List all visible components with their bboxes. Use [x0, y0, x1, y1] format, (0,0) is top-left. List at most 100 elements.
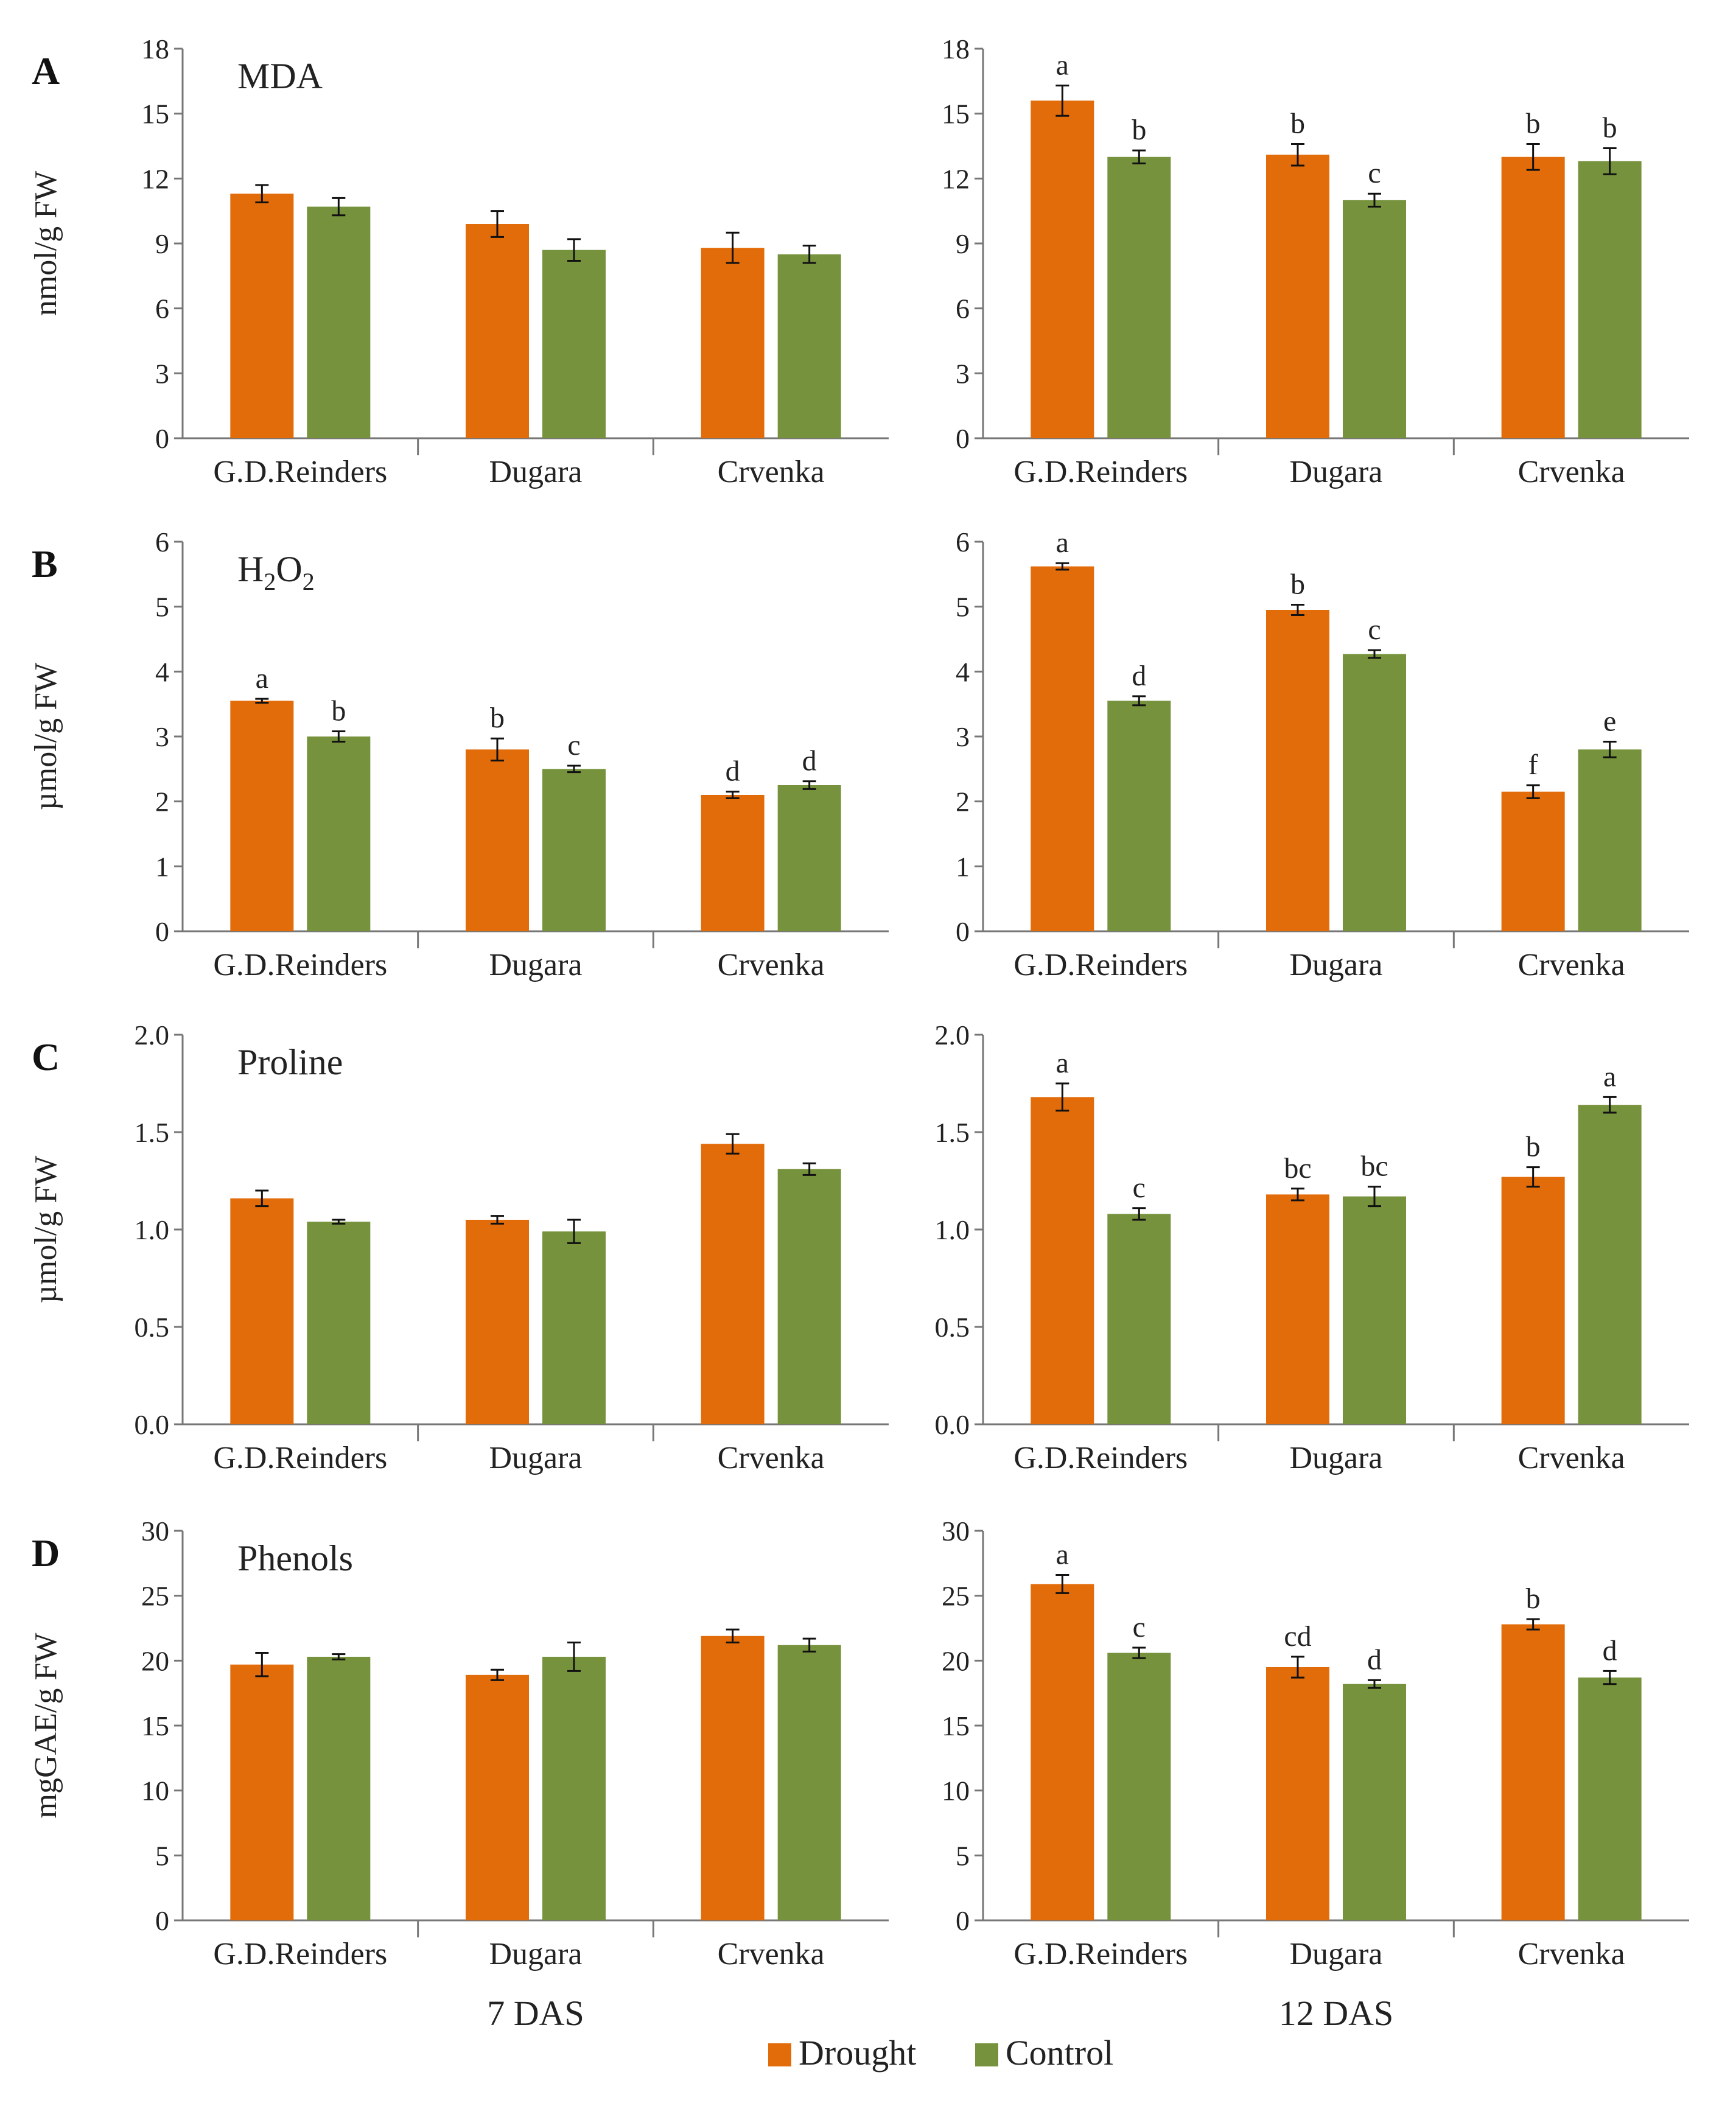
y-axis-label: nmol/g FW	[29, 171, 63, 316]
x-tick-label: Crvenka	[718, 948, 825, 982]
y-tick-label: 10	[141, 1775, 169, 1807]
bar-drought	[230, 1664, 294, 1920]
significance-label: a	[1056, 49, 1069, 81]
x-tick-label: Crvenka	[1518, 455, 1625, 489]
bar-control	[307, 1656, 371, 1920]
x-tick-label: Dugara	[489, 455, 582, 489]
bar-drought	[1266, 1667, 1329, 1920]
y-tick-label: 9	[956, 228, 970, 259]
x-tick-label: Dugara	[489, 1937, 582, 1971]
bar-control	[542, 1231, 606, 1424]
x-tick-label: Dugara	[489, 1441, 582, 1475]
bar-drought	[230, 1198, 294, 1424]
bar-control	[307, 736, 371, 931]
y-tick-label: 15	[141, 99, 169, 130]
y-tick-label: 0.0	[935, 1409, 970, 1440]
y-tick-label: 0.5	[935, 1312, 970, 1343]
x-tick-label: Crvenka	[1518, 948, 1625, 982]
y-tick-label: 0	[155, 423, 169, 454]
panel-title: Proline	[237, 1042, 343, 1082]
x-tick-label: G.D.Reinders	[1013, 455, 1188, 489]
x-tick-label: Dugara	[1289, 455, 1382, 489]
significance-label: b	[1603, 112, 1617, 144]
bar-drought	[1266, 1194, 1329, 1424]
y-tick-label: 0	[956, 916, 970, 947]
x-tick-label: Crvenka	[1518, 1937, 1625, 1971]
y-tick-label: 30	[141, 1516, 169, 1547]
y-tick-label: 0	[956, 423, 970, 454]
x-tick-label: G.D.Reinders	[213, 948, 387, 982]
significance-label: d	[1132, 660, 1146, 692]
y-tick-label: 18	[942, 33, 970, 65]
bar-control	[777, 785, 841, 931]
bar-control	[1578, 1105, 1642, 1424]
x-tick-label: G.D.Reinders	[213, 455, 387, 489]
bar-drought	[466, 224, 529, 438]
y-axis-label: µmol/g FW	[29, 663, 63, 810]
y-tick-label: 0	[956, 1905, 970, 1936]
y-tick-label: 15	[141, 1710, 169, 1741]
bar-control	[1343, 1684, 1406, 1920]
bar-drought	[1501, 1624, 1565, 1920]
y-tick-label: 12	[141, 163, 169, 194]
y-tick-label: 1	[155, 851, 169, 882]
significance-label: cd	[1284, 1620, 1311, 1653]
significance-label: c	[567, 729, 580, 761]
bar-drought	[230, 701, 294, 931]
significance-label: d	[726, 755, 740, 788]
bar-drought	[1501, 791, 1565, 931]
bar-drought	[466, 749, 529, 931]
panel-letter-D: D	[32, 1531, 60, 1575]
bar-control	[542, 250, 606, 438]
y-axis-label: mgGAE/g FW	[29, 1633, 63, 1819]
x-tick-label: G.D.Reinders	[1013, 1441, 1188, 1475]
y-tick-label: 3	[155, 358, 169, 389]
panel-title: H2O2	[237, 549, 315, 595]
significance-label: b	[490, 702, 505, 734]
y-tick-label: 1.5	[935, 1117, 970, 1148]
significance-label: b	[1132, 114, 1146, 146]
x-tick-label: Crvenka	[1518, 1441, 1625, 1475]
panel-title: Phenols	[237, 1538, 353, 1578]
y-tick-label: 1	[956, 851, 970, 882]
significance-label: d	[802, 745, 817, 777]
y-tick-label: 6	[956, 526, 970, 558]
significance-label: a	[1056, 526, 1069, 559]
bar-control	[1343, 200, 1406, 438]
bar-drought	[701, 248, 765, 438]
x-tick-label: Dugara	[489, 948, 582, 982]
bar-control	[1107, 701, 1171, 931]
significance-label: d	[1367, 1643, 1382, 1676]
y-tick-label: 1.5	[135, 1117, 170, 1148]
significance-label: bc	[1360, 1150, 1388, 1183]
bar-control	[777, 1169, 841, 1424]
y-tick-label: 10	[942, 1775, 970, 1807]
y-tick-label: 5	[155, 592, 169, 623]
y-tick-label: 0	[155, 1905, 169, 1936]
y-tick-label: 6	[956, 293, 970, 324]
bar-drought	[1501, 1177, 1565, 1424]
panel-letter-A: A	[32, 49, 60, 93]
bar-control	[1343, 654, 1406, 931]
x-tick-label: Dugara	[1289, 1937, 1382, 1971]
y-tick-label: 3	[956, 358, 970, 389]
x-tick-label: Crvenka	[718, 455, 825, 489]
y-tick-label: 2	[956, 786, 970, 817]
y-axis-label: µmol/g FW	[29, 1156, 63, 1303]
y-tick-label: 4	[956, 656, 970, 687]
y-tick-label: 2	[155, 786, 169, 817]
y-tick-label: 20	[942, 1645, 970, 1676]
bar-control	[1107, 1214, 1171, 1424]
y-tick-label: 3	[155, 721, 169, 752]
x-tick-label: Dugara	[1289, 1441, 1382, 1475]
significance-label: a	[1603, 1060, 1616, 1093]
y-tick-label: 0	[155, 916, 169, 947]
bar-drought	[701, 1635, 765, 1920]
bar-drought	[1031, 100, 1094, 439]
y-tick-label: 5	[956, 592, 970, 623]
y-tick-label: 1.0	[135, 1214, 170, 1245]
x-tick-label: G.D.Reinders	[1013, 948, 1188, 982]
bar-drought	[701, 795, 765, 931]
x-tick-label: G.D.Reinders	[213, 1937, 387, 1971]
